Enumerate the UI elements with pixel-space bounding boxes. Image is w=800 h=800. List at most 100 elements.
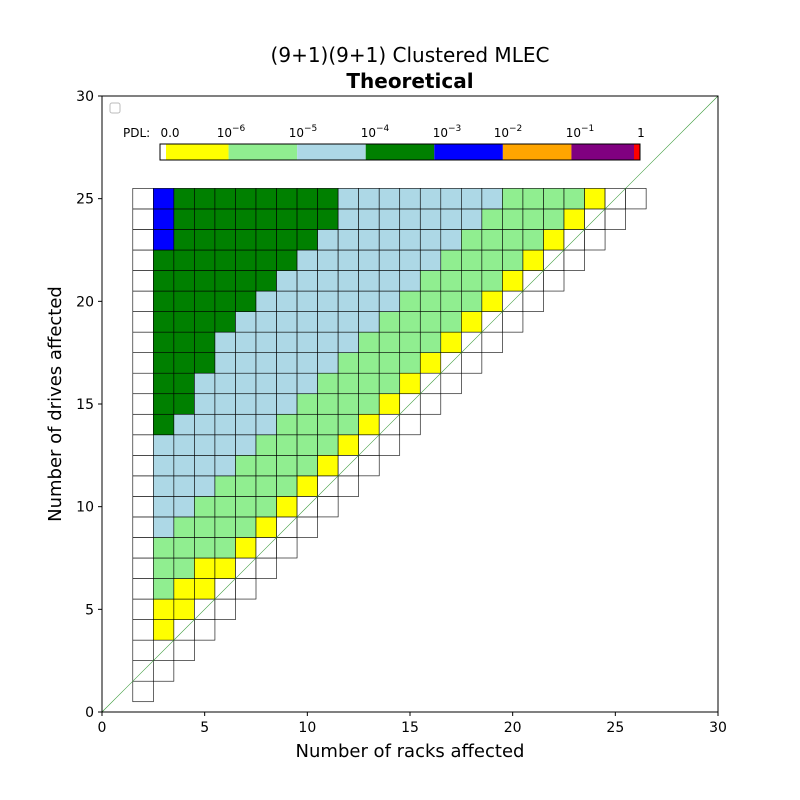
heatmap-cell-r16-d25: [440, 188, 462, 210]
x-tick-label: 20: [504, 720, 522, 736]
heatmap-cell-r25-d25: [625, 188, 647, 210]
heatmap-cell-r17-d24: [461, 208, 483, 230]
heatmap-cell-r21-d21: [543, 270, 565, 292]
heatmap-cell-r6-d12: [235, 455, 257, 477]
heatmap-cell-r6-d14: [235, 413, 257, 436]
heatmap-cell-r3-d24: [173, 208, 195, 230]
heatmap-cell-r2-d6: [153, 578, 175, 600]
y-axis-label: Number of drives affected: [45, 286, 66, 522]
colorbar-tick-label-0: 0.0: [160, 126, 179, 140]
colorbar-segment-zero: [160, 144, 166, 160]
heatmap-cell-r1-d18: [132, 331, 154, 353]
heatmap-cell-r12-d16: [358, 372, 380, 395]
heatmap-cell-r4-d6: [194, 578, 216, 600]
heatmap-cell-r2-d2: [153, 660, 175, 682]
heatmap-cell-r14-d22: [399, 249, 421, 271]
heatmap-cell-r5-d8: [214, 537, 236, 559]
heatmap-cell-r2-d17: [153, 352, 175, 374]
heatmap-cell-r9-d15: [296, 393, 318, 415]
heatmap-cell-r5-d17: [214, 352, 236, 374]
y-tick-label: 20: [76, 294, 94, 310]
heatmap-cell-r11-d23: [337, 229, 359, 251]
heatmap-cell-r16-d16: [440, 372, 462, 395]
heatmap-cell-r14-d23: [399, 229, 421, 251]
heatmap-cell-r2-d16: [153, 372, 175, 395]
heatmap-cell-r2-d9: [153, 516, 175, 538]
heatmap-cell-r3-d19: [173, 311, 195, 333]
heatmap-cell-r7-d21: [255, 270, 277, 292]
heatmap-cell-r23-d23: [584, 229, 606, 251]
heatmap-cell-r13-d13: [378, 434, 401, 456]
heatmap-cell-r5-d13: [214, 434, 236, 456]
heatmap-cell-r1-d16: [132, 372, 154, 395]
heatmap-cell-r2-d25: [153, 188, 175, 210]
heatmap-cell-r6-d8: [235, 537, 257, 559]
heatmap-cell-r13-d15: [378, 393, 401, 415]
heatmap-cell-r2-d23: [153, 229, 175, 251]
heatmap-cell-r1-d3: [132, 639, 154, 661]
heatmap-cell-r13-d18: [378, 331, 401, 353]
heatmap-cell-r15-d20: [419, 290, 442, 312]
heatmap-cell-r4-d17: [194, 352, 216, 374]
heatmap-cell-r5-d18: [214, 331, 236, 353]
colorbar-segment-5: [434, 144, 503, 160]
heatmap-cell-r16-d20: [440, 290, 462, 312]
heatmap-cell-r3-d16: [173, 372, 195, 395]
heatmap-cell-r5-d10: [214, 496, 236, 518]
heatmap-cell-r6-d16: [235, 372, 257, 395]
heatmap-cell-r3-d14: [173, 413, 195, 436]
heatmap-cell-r1-d7: [132, 557, 154, 579]
y-tick-label: 25: [76, 192, 94, 208]
heatmap-cell-r1-d25: [132, 188, 154, 210]
heatmap-cell-r3-d20: [173, 290, 195, 312]
heatmap-cell-r13-d20: [378, 290, 401, 312]
heatmap-cell-r15-d22: [419, 249, 442, 271]
heatmap-cell-r14-d21: [399, 270, 421, 292]
heatmap-cell-r2-d21: [153, 270, 175, 292]
heatmap-cell-r1-d20: [132, 290, 154, 312]
heatmap-cell-r6-d22: [235, 249, 257, 271]
heatmap-cell-r19-d21: [502, 270, 524, 292]
heatmap-cell-r14-d18: [399, 331, 421, 353]
heatmap-cell-r13-d17: [378, 352, 401, 374]
heatmap-cell-r7-d25: [255, 188, 277, 210]
heatmap-cell-r6-d15: [235, 393, 257, 415]
heatmap-cell-r4-d9: [194, 516, 216, 538]
y-axis-ticks: 0 5 10 15 20 25 30: [76, 89, 102, 721]
heatmap-cell-r12-d25: [358, 188, 380, 210]
heatmap-cell-r3-d9: [173, 516, 195, 538]
heatmap-cell-r3-d6: [173, 578, 195, 600]
heatmap-cell-r3-d12: [173, 455, 195, 477]
heatmap-cell-r10-d24: [317, 208, 339, 230]
heatmap-cell-r13-d16: [378, 372, 401, 395]
heatmap-cell-r10-d16: [317, 372, 339, 395]
heatmap-cell-r9-d25: [296, 188, 318, 210]
heatmap-cell-r3-d22: [173, 249, 195, 271]
heatmap-cell-r12-d15: [358, 393, 380, 415]
heatmap-cell-r2-d20: [153, 290, 175, 312]
x-tick-label: 25: [606, 720, 624, 736]
heatmap-cell-r12-d17: [358, 352, 380, 374]
heatmap-cell-r7-d14: [255, 413, 277, 436]
heatmap-cell-r11-d21: [337, 270, 359, 292]
heatmap-cell-r9-d14: [296, 413, 318, 436]
heatmap-cell-r11-d18: [337, 331, 359, 353]
heatmap-cell-r10-d25: [317, 188, 339, 210]
heatmap-cell-r8-d12: [276, 455, 298, 477]
heatmap-cell-r1-d5: [132, 598, 154, 620]
heatmap-cell-r15-d24: [419, 208, 442, 230]
heatmap-cell-r10-d13: [317, 434, 339, 456]
heatmap-cell-r8-d10: [276, 496, 298, 518]
heatmap-cell-r9-d9: [296, 516, 318, 538]
colorbar-tick-label-1: 10−6: [217, 124, 246, 140]
heatmap-cell-r16-d21: [440, 270, 462, 292]
heatmap-cell-r7-d10: [255, 496, 277, 518]
y-tick-label: 15: [76, 397, 94, 413]
heatmap-cell-r6-d17: [235, 352, 257, 374]
y-tick-label: 0: [85, 705, 94, 721]
heatmap-cell-r7-d13: [255, 434, 277, 456]
heatmap-cell-r9-d24: [296, 208, 318, 230]
heatmap-cell-r11-d14: [337, 413, 359, 436]
heatmap-cell-r10-d19: [317, 311, 339, 333]
heatmap-cell-r2-d7: [153, 557, 175, 579]
